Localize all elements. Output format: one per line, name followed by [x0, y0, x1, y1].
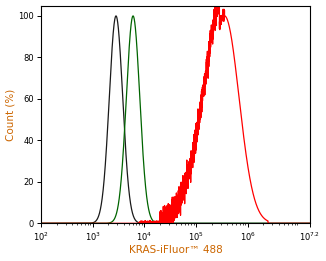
Y-axis label: Count (%): Count (%)	[6, 88, 16, 141]
X-axis label: KRAS-iFluor™ 488: KRAS-iFluor™ 488	[128, 245, 222, 256]
